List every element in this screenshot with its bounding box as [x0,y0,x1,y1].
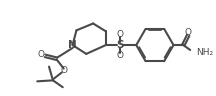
Text: O: O [38,50,45,59]
Text: NH₂: NH₂ [196,48,213,57]
Text: O: O [116,30,123,39]
Text: O: O [185,28,192,37]
Text: S: S [116,40,123,50]
Text: N: N [68,40,77,50]
Text: O: O [116,51,123,60]
Text: O: O [60,66,67,75]
